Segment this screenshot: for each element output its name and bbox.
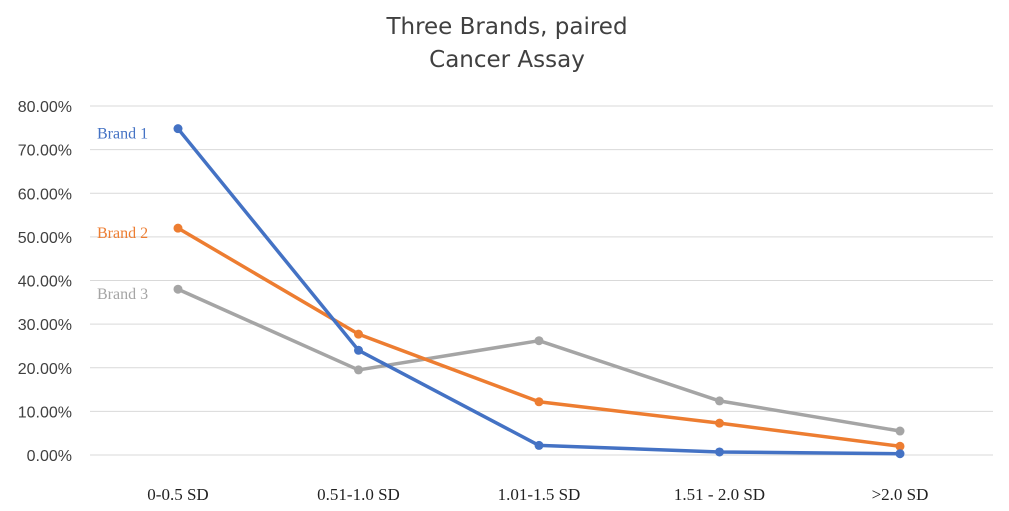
data-point: [534, 440, 544, 450]
data-point: [895, 441, 905, 451]
data-point: [895, 426, 905, 436]
series-line: [176, 287, 902, 433]
data-point: [354, 365, 363, 375]
data-point: [354, 329, 363, 339]
series-1: [173, 124, 905, 459]
series-label: Brand 2: [97, 225, 148, 242]
x-axis-tick-labels: 0-0.5 SD 0.51-1.0 SD 1.01-1.5 SD 1.51 - 2.0…: [147, 485, 928, 504]
gridlines: [90, 105, 993, 456]
series-label: Brand 1: [97, 126, 148, 143]
data-point: [173, 124, 183, 134]
y-tick-label: 30.00%: [18, 317, 72, 334]
data-point: [534, 397, 544, 407]
series-3: [173, 284, 905, 436]
y-tick-label: 20.00%: [18, 361, 72, 378]
chart-title-line-2: Cancer Assay: [429, 47, 585, 73]
data-point: [895, 449, 905, 459]
x-tick-label: 1.01-1.5 SD: [498, 485, 581, 504]
y-tick-label: 60.00%: [18, 186, 72, 203]
data-point: [173, 223, 183, 233]
series-2: [173, 223, 905, 451]
y-tick-label: 0.00%: [27, 448, 72, 465]
series-label: Brand 3: [97, 286, 148, 303]
data-point: [354, 345, 363, 355]
series-labels: Brand 1 Brand 2 Brand 3: [97, 126, 148, 304]
x-tick-label: 1.51 - 2.0 SD: [674, 485, 765, 504]
data-point: [715, 418, 724, 428]
y-tick-label: 10.00%: [18, 404, 72, 421]
x-tick-label: >2.0 SD: [872, 485, 929, 504]
chart-title: Three Brands, paired Cancer Assay: [385, 14, 627, 73]
y-tick-label: 80.00%: [18, 99, 72, 116]
data-point: [715, 447, 724, 457]
chart-title-line-1: Three Brands, paired: [385, 14, 627, 40]
x-tick-label: 0.51-1.0 SD: [317, 485, 400, 504]
y-axis-tick-labels: 0.00% 10.00% 20.00% 30.00% 40.00% 50.00% 60.00…: [18, 99, 72, 465]
y-tick-label: 40.00%: [18, 274, 72, 291]
data-point: [173, 284, 183, 294]
series-lines: [173, 124, 905, 459]
y-tick-label: 70.00%: [18, 143, 72, 160]
x-tick-label: 0-0.5 SD: [147, 485, 208, 504]
data-point: [534, 336, 544, 346]
data-point: [715, 396, 724, 406]
y-tick-label: 50.00%: [18, 230, 72, 247]
